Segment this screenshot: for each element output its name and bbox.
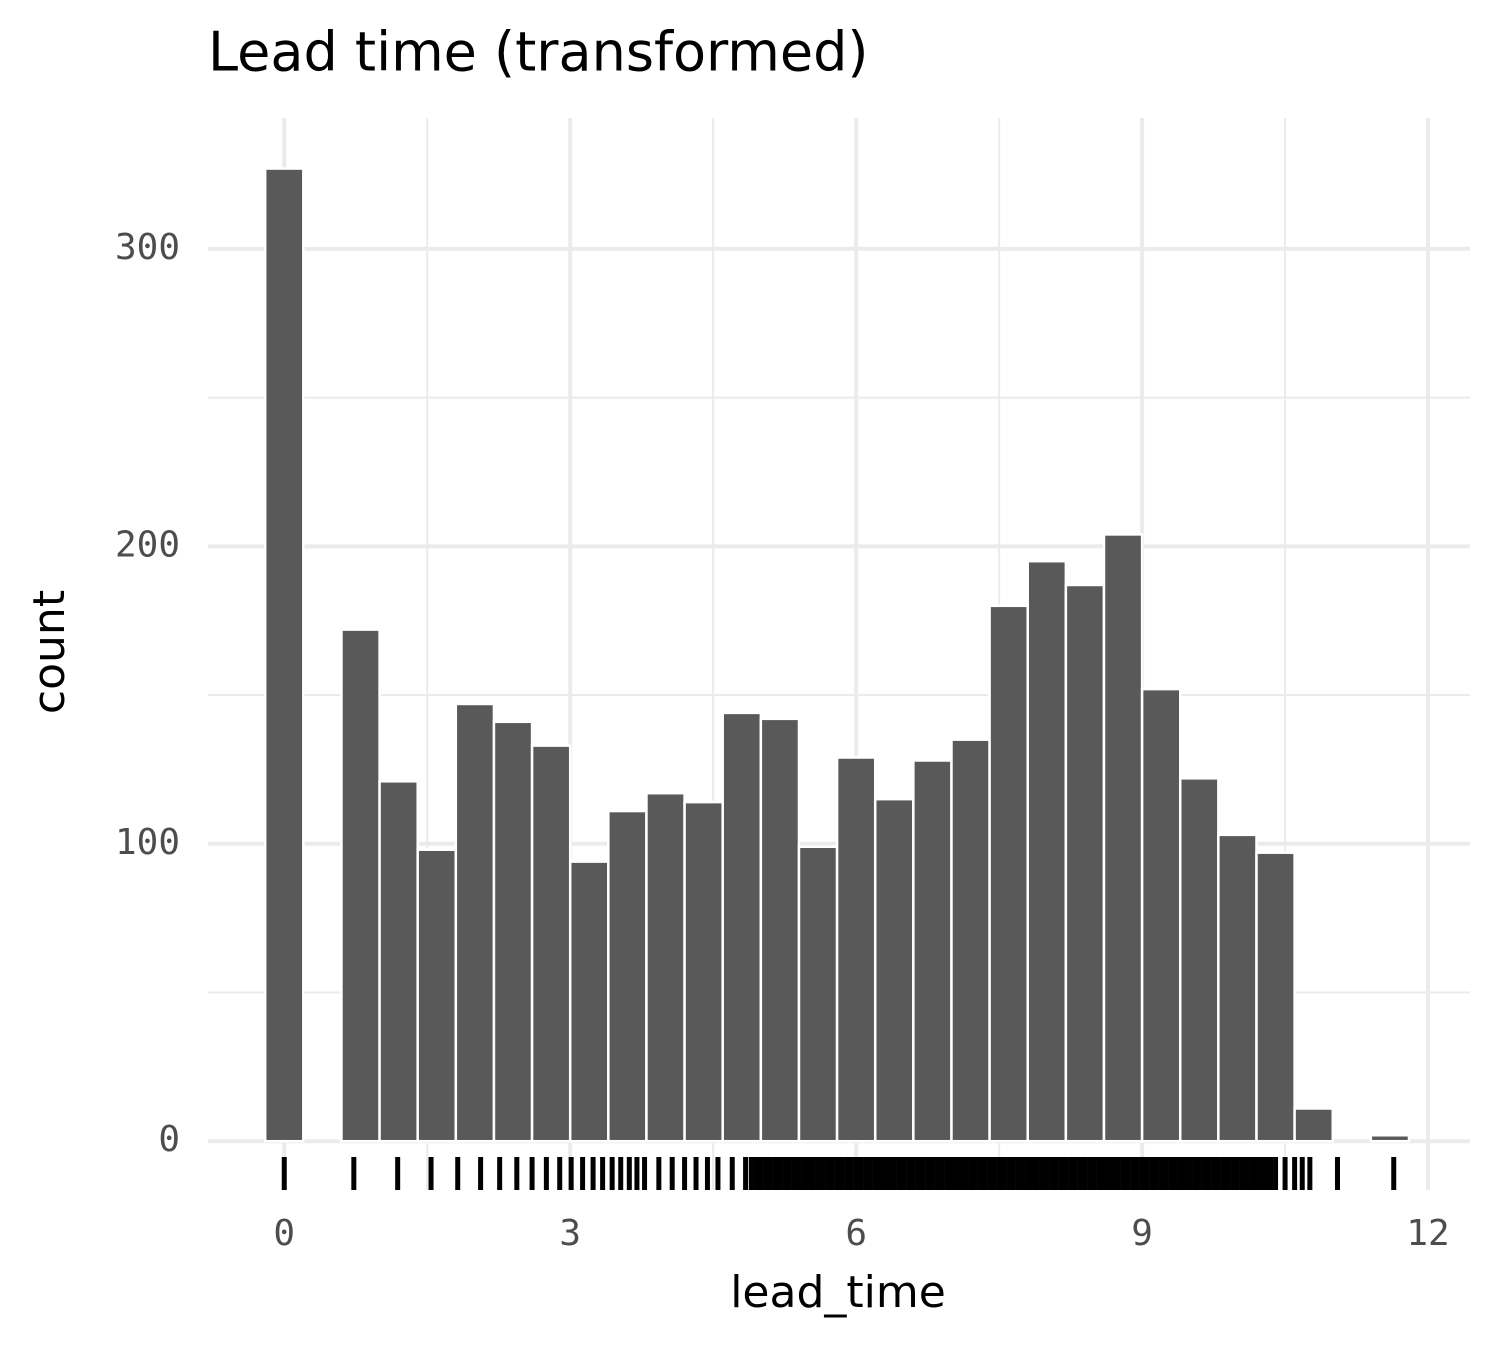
bar [378, 780, 419, 1143]
bar [454, 702, 496, 1143]
bar [1178, 777, 1220, 1143]
bar [416, 848, 458, 1143]
y-tick-label: 0 [158, 1119, 180, 1160]
y-tick-label: 200 [115, 524, 180, 565]
x-tick-label: 9 [1131, 1213, 1153, 1254]
bar [1217, 833, 1258, 1143]
chart-title: Lead time (transformed) [208, 21, 868, 84]
bar [797, 845, 839, 1143]
bar [683, 800, 724, 1143]
bar [263, 167, 305, 1143]
bar [645, 791, 686, 1143]
bar [988, 604, 1029, 1143]
bar [721, 711, 763, 1143]
bar [912, 759, 953, 1143]
bar [950, 738, 991, 1143]
bar [568, 860, 610, 1143]
bar [607, 809, 648, 1143]
y-tick-label: 100 [115, 822, 180, 863]
bar [1026, 559, 1068, 1143]
bar [492, 720, 534, 1143]
x-tick-label: 3 [559, 1213, 581, 1254]
bar [759, 717, 801, 1143]
bar [1369, 1134, 1411, 1143]
bar [1255, 851, 1296, 1143]
bar [340, 628, 381, 1143]
x-tick-label: 0 [273, 1213, 295, 1254]
bar [1140, 687, 1182, 1143]
x-tick-label: 12 [1406, 1213, 1449, 1254]
x-tick-label: 6 [845, 1213, 867, 1254]
bar [835, 756, 877, 1143]
bar [530, 744, 572, 1143]
y-axis-title: count [24, 590, 75, 714]
x-axis-title: lead_time [730, 1267, 946, 1318]
y-tick-label: 300 [115, 227, 180, 268]
bar [1293, 1107, 1334, 1143]
bar [1064, 583, 1106, 1143]
bar [1102, 533, 1144, 1143]
bar [873, 797, 915, 1143]
